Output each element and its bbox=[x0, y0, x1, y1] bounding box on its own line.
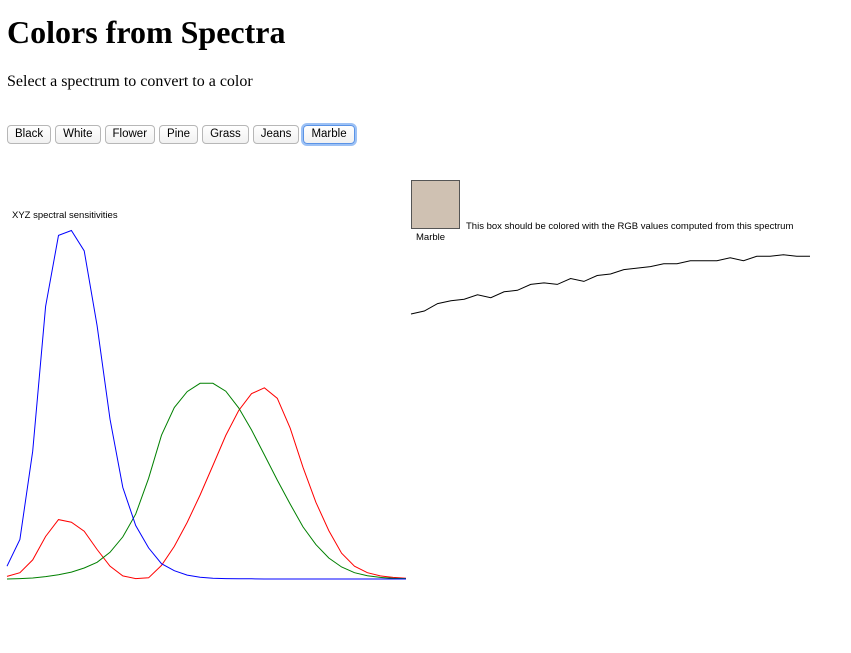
jeans-button[interactable]: Jeans bbox=[252, 125, 300, 144]
sensitivity-chart-title: XYZ spectral sensitivities bbox=[12, 210, 118, 221]
selected-spectrum-chart bbox=[410, 254, 810, 315]
flower-button[interactable]: Flower bbox=[104, 125, 156, 144]
sensitivity-series-1 bbox=[6, 382, 407, 580]
color-swatch-note: This box should be colored with the RGB … bbox=[466, 221, 794, 232]
spectrum-button-row: Black White Flower Pine Grass Jeans Marb… bbox=[7, 125, 355, 144]
grass-button[interactable]: Grass bbox=[202, 125, 249, 144]
pine-button[interactable]: Pine bbox=[159, 125, 199, 144]
sensitivity-series-0 bbox=[6, 387, 407, 580]
page-subtitle: Select a spectrum to convert to a color bbox=[7, 73, 253, 90]
page-title: Colors from Spectra bbox=[7, 14, 286, 50]
color-swatch-label: Marble bbox=[416, 232, 446, 243]
sensitivity-series-2 bbox=[6, 229, 406, 580]
white-button[interactable]: White bbox=[55, 125, 101, 144]
spectrum-series-0 bbox=[410, 254, 810, 315]
computed-color-swatch bbox=[411, 180, 460, 229]
black-button[interactable]: Black bbox=[7, 125, 52, 144]
marble-button[interactable]: Marble bbox=[303, 125, 355, 144]
xyz-sensitivity-chart bbox=[6, 229, 407, 580]
